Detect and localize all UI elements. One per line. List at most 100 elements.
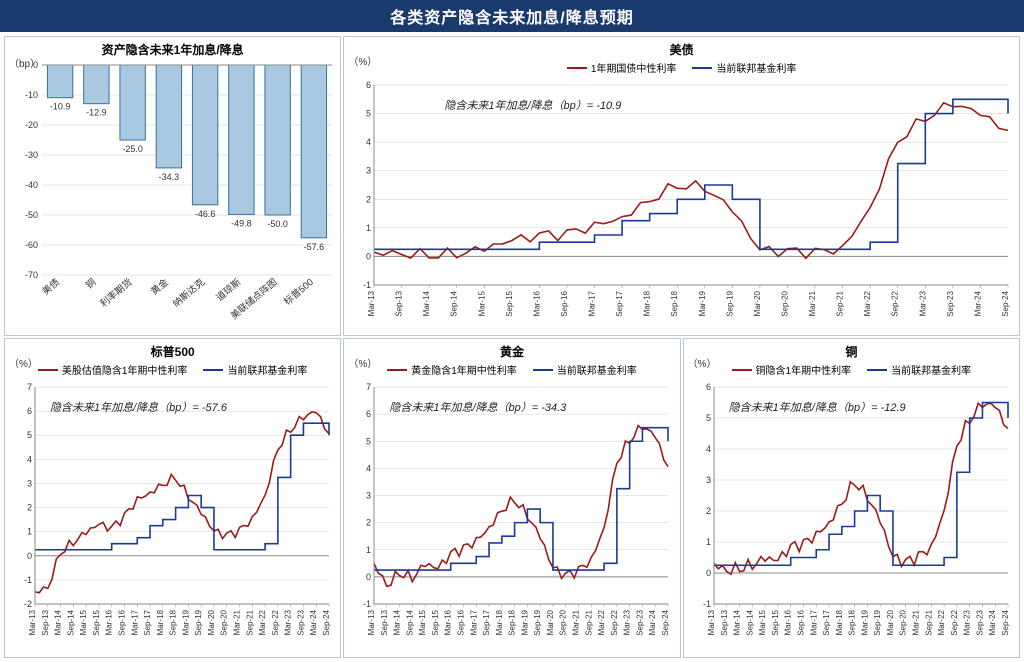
svg-text:Sep-16: Sep-16 bbox=[117, 609, 126, 635]
legend-swatch bbox=[38, 369, 58, 371]
svg-text:Sep-13: Sep-13 bbox=[395, 290, 404, 316]
svg-text:黄金: 黄金 bbox=[149, 276, 172, 298]
svg-text:Mar-13: Mar-13 bbox=[707, 609, 716, 635]
svg-text:Sep-23: Sep-23 bbox=[946, 290, 955, 316]
svg-text:Sep-24: Sep-24 bbox=[661, 609, 670, 635]
legend-swatch bbox=[692, 67, 712, 69]
svg-text:Mar-13: Mar-13 bbox=[28, 609, 37, 635]
svg-text:Mar-21: Mar-21 bbox=[808, 290, 817, 316]
sp500-annotation: 隐含未来1年加息/降息（bp）= -57.6 bbox=[50, 399, 227, 415]
svg-text:Mar-20: Mar-20 bbox=[886, 609, 895, 635]
svg-text:Mar-18: Mar-18 bbox=[643, 290, 652, 316]
svg-text:Mar-24: Mar-24 bbox=[649, 609, 658, 635]
legend-item: 当前联邦基金利率 bbox=[692, 60, 796, 75]
svg-text:6: 6 bbox=[27, 406, 32, 416]
svg-text:-57.6: -57.6 bbox=[304, 242, 325, 252]
legend-swatch bbox=[867, 369, 887, 371]
svg-text:Sep-17: Sep-17 bbox=[822, 609, 831, 635]
svg-text:Sep-14: Sep-14 bbox=[66, 609, 75, 635]
svg-text:Mar-20: Mar-20 bbox=[207, 609, 216, 635]
svg-text:0: 0 bbox=[706, 568, 711, 578]
bar-chart-svg: -70-60-50-40-30-20-100-10.9美债-12.9铜-25.0… bbox=[7, 60, 337, 330]
sp500-panel: 标普500 美股估值隐含1年期中性利率 当前联邦基金利率 隐含未来1年加息/降息… bbox=[4, 338, 341, 658]
legend-swatch bbox=[533, 369, 553, 371]
legend-label: 当前联邦基金利率 bbox=[891, 362, 971, 377]
treasury-title: 美债 bbox=[346, 41, 1017, 58]
svg-text:4: 4 bbox=[27, 454, 32, 464]
svg-text:Sep-14: Sep-14 bbox=[450, 290, 459, 316]
svg-text:3: 3 bbox=[366, 491, 371, 501]
svg-text:Mar-13: Mar-13 bbox=[367, 609, 376, 635]
svg-text:Sep-13: Sep-13 bbox=[380, 609, 389, 635]
legend-swatch bbox=[567, 67, 587, 69]
svg-text:-40: -40 bbox=[25, 180, 38, 190]
svg-text:3: 3 bbox=[27, 478, 32, 488]
svg-text:Sep-16: Sep-16 bbox=[796, 609, 805, 635]
svg-text:Sep-20: Sep-20 bbox=[898, 609, 907, 635]
svg-text:Mar-19: Mar-19 bbox=[698, 290, 707, 316]
svg-text:-50.0: -50.0 bbox=[267, 219, 288, 229]
svg-text:2: 2 bbox=[366, 518, 371, 528]
svg-text:Sep-16: Sep-16 bbox=[560, 290, 569, 316]
svg-text:Mar-18: Mar-18 bbox=[834, 609, 843, 635]
svg-text:Sep-18: Sep-18 bbox=[508, 609, 517, 635]
svg-text:Mar-16: Mar-16 bbox=[783, 609, 792, 635]
svg-text:Mar-17: Mar-17 bbox=[130, 609, 139, 635]
legend-label: 1年期国债中性利率 bbox=[591, 60, 677, 75]
svg-text:Mar-19: Mar-19 bbox=[860, 609, 869, 635]
svg-text:1: 1 bbox=[366, 223, 371, 233]
svg-text:Sep-13: Sep-13 bbox=[41, 609, 50, 635]
svg-text:Mar-17: Mar-17 bbox=[588, 290, 597, 316]
svg-text:Sep-21: Sep-21 bbox=[836, 290, 845, 316]
svg-text:5: 5 bbox=[366, 436, 371, 446]
svg-text:7: 7 bbox=[27, 382, 32, 392]
legend-label: 铜隐含1年期中性利率 bbox=[756, 362, 852, 377]
svg-text:Mar-22: Mar-22 bbox=[597, 609, 606, 635]
svg-text:3: 3 bbox=[366, 166, 371, 176]
legend-label: 当前联邦基金利率 bbox=[716, 60, 796, 75]
treasury-svg: -10123456Mar-13Sep-13Mar-14Sep-14Mar-15S… bbox=[346, 77, 1016, 335]
legend-label: 当前联邦基金利率 bbox=[557, 362, 637, 377]
svg-text:标普500: 标普500 bbox=[281, 276, 315, 308]
svg-text:-50: -50 bbox=[25, 210, 38, 220]
svg-text:Sep-24: Sep-24 bbox=[1001, 290, 1010, 316]
sp500-ylabel: （%） bbox=[9, 355, 38, 370]
svg-text:5: 5 bbox=[27, 430, 32, 440]
bar-chart-ylabel: （bp） bbox=[9, 55, 40, 70]
svg-text:-1: -1 bbox=[363, 599, 371, 609]
legend-swatch bbox=[387, 369, 407, 371]
sp500-title: 标普500 bbox=[7, 343, 338, 360]
svg-text:Sep-24: Sep-24 bbox=[1001, 609, 1010, 635]
svg-text:Sep-22: Sep-22 bbox=[891, 290, 900, 316]
svg-text:Mar-21: Mar-21 bbox=[233, 609, 242, 635]
svg-text:2: 2 bbox=[27, 503, 32, 513]
svg-text:4: 4 bbox=[366, 463, 371, 473]
page-title: 各类资产隐含未来加息/降息预期 bbox=[0, 0, 1024, 32]
legend-item: 当前联邦基金利率 bbox=[867, 362, 971, 377]
svg-text:Mar-16: Mar-16 bbox=[105, 609, 114, 635]
svg-text:利率期货: 利率期货 bbox=[98, 276, 135, 310]
svg-text:Sep-17: Sep-17 bbox=[482, 609, 491, 635]
svg-text:Mar-23: Mar-23 bbox=[919, 290, 928, 316]
svg-text:Sep-21: Sep-21 bbox=[245, 609, 254, 635]
copper-panel: 铜 铜隐含1年期中性利率 当前联邦基金利率 隐含未来1年加息/降息（bp）= -… bbox=[683, 338, 1020, 658]
gold-svg: -101234567Mar-13Sep-13Mar-14Sep-14Mar-15… bbox=[346, 379, 676, 654]
bar-chart-panel: 资产隐含未来1年加息/降息 （bp） -70-60-50-40-30-20-10… bbox=[4, 36, 341, 336]
svg-text:-10: -10 bbox=[25, 90, 38, 100]
legend-label: 当前联邦基金利率 bbox=[227, 362, 307, 377]
svg-text:Mar-22: Mar-22 bbox=[864, 290, 873, 316]
svg-text:3: 3 bbox=[706, 475, 711, 485]
svg-text:Mar-13: Mar-13 bbox=[367, 290, 376, 316]
svg-text:Sep-17: Sep-17 bbox=[143, 609, 152, 635]
svg-text:Mar-18: Mar-18 bbox=[495, 609, 504, 635]
copper-title: 铜 bbox=[686, 343, 1017, 360]
svg-text:-20: -20 bbox=[25, 120, 38, 130]
svg-text:Sep-18: Sep-18 bbox=[847, 609, 856, 635]
svg-text:1: 1 bbox=[706, 537, 711, 547]
legend-item: 1年期国债中性利率 bbox=[567, 60, 677, 75]
svg-text:Sep-17: Sep-17 bbox=[615, 290, 624, 316]
svg-text:1: 1 bbox=[366, 545, 371, 555]
svg-text:Mar-23: Mar-23 bbox=[962, 609, 971, 635]
svg-text:Sep-13: Sep-13 bbox=[719, 609, 728, 635]
gold-panel: 黄金 黄金隐含1年期中性利率 当前联邦基金利率 隐含未来1年加息/降息（bp）=… bbox=[343, 338, 680, 658]
